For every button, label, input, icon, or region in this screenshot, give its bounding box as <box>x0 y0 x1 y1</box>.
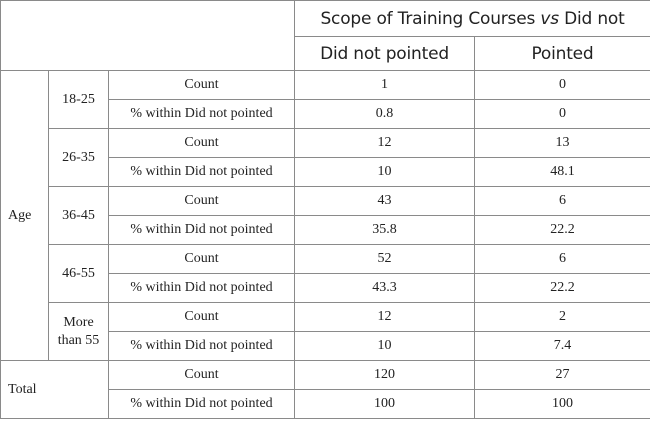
table-row: 46-55 Count 52 6 <box>1 244 650 303</box>
stat-label: Count <box>108 302 295 332</box>
stat-label: Count <box>108 244 295 274</box>
cell-value: 10 <box>294 157 475 187</box>
total-row-label: Total <box>0 360 109 419</box>
cell-value: 2 <box>473 302 650 332</box>
cell-value: 35.8 <box>294 215 475 245</box>
cell-value: 12 <box>294 128 475 158</box>
stat-label: % within Did not pointed <box>108 215 295 245</box>
stat-label: Count <box>108 186 295 216</box>
cell-value: 120 <box>294 360 475 390</box>
cell-value: 100 <box>294 389 475 419</box>
stat-label: % within Did not pointed <box>108 273 295 303</box>
stat-label: Count <box>108 70 295 100</box>
cell-value: 10 <box>294 331 475 361</box>
stat-label: % within Did not pointed <box>108 99 295 129</box>
age-group-label: 26-35 <box>48 128 109 187</box>
table-row: Total Count 120 27 <box>0 360 650 419</box>
cell-value: 0 <box>473 70 650 100</box>
corner-cell <box>0 0 295 71</box>
table-row: % within Did not pointed 43.3 22.2 <box>1 273 650 303</box>
stat-label: % within Did not pointed <box>108 157 295 187</box>
table-row: % within Did not pointed 35.8 22.2 <box>1 215 650 245</box>
cell-value: 52 <box>294 244 475 274</box>
cell-value: 43 <box>294 186 475 216</box>
table-row: % within Did not pointed 100 100 <box>1 389 650 419</box>
stat-label: % within Did not pointed <box>108 331 295 361</box>
cell-value: 48.1 <box>473 157 650 187</box>
age-group-label: More than 55 <box>48 302 109 361</box>
age-group-label: 18-25 <box>48 70 109 129</box>
col-header-pointed: Pointed <box>473 36 650 71</box>
cell-value: 1 <box>294 70 475 100</box>
table-row: 26-35 Count 12 13 <box>1 128 650 187</box>
cell-value: 27 <box>473 360 650 390</box>
cell-value: 0.8 <box>294 99 475 129</box>
cell-value: 6 <box>473 186 650 216</box>
cell-value: 12 <box>294 302 475 332</box>
stat-label: Count <box>108 360 295 390</box>
age-group-label: 36-45 <box>48 186 109 245</box>
group-title-header: Scope of Training Courses vs Did not <box>293 0 650 37</box>
cell-value: 7.4 <box>473 331 650 361</box>
table-row: More than 55 Count 12 2 <box>1 302 650 361</box>
col-header-did-not-pointed: Did not pointed <box>294 36 475 71</box>
cell-value: 100 <box>473 389 650 419</box>
cell-value: 6 <box>473 244 650 274</box>
age-group-label: 46-55 <box>48 244 109 303</box>
cell-value: 22.2 <box>473 215 650 245</box>
cell-value: 0 <box>473 99 650 129</box>
table-row: 36-45 Count 43 6 <box>1 186 650 245</box>
stat-label: Count <box>108 128 295 158</box>
table-row: Age 18-25 Count 1 0 <box>0 70 650 361</box>
cell-value: 22.2 <box>473 273 650 303</box>
cell-value: 43.3 <box>294 273 475 303</box>
stat-label: % within Did not pointed <box>108 389 295 419</box>
age-row-label: Age <box>0 70 49 361</box>
cell-value: 13 <box>473 128 650 158</box>
